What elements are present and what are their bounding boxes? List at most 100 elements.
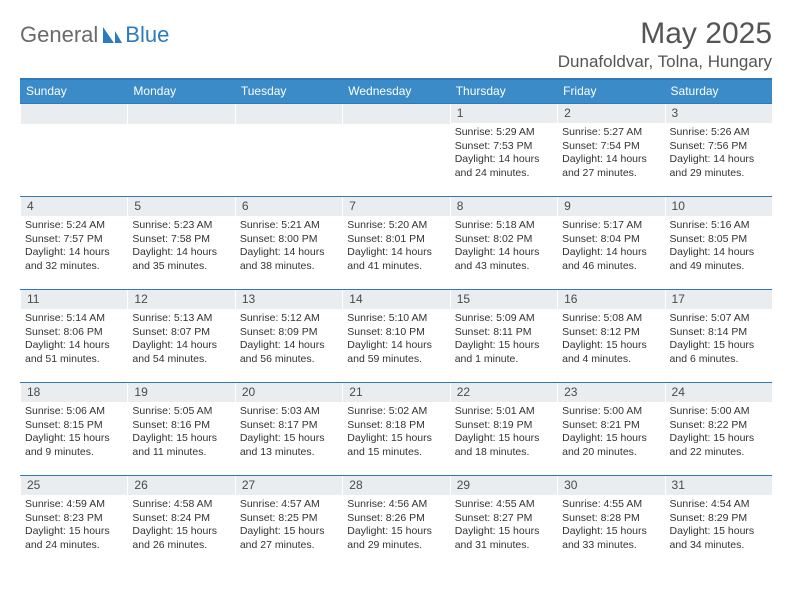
day-number [21, 104, 127, 124]
daylight-line: Daylight: 14 hours and 41 minutes. [347, 246, 445, 273]
day-number: 8 [451, 197, 557, 217]
sunset-line: Sunset: 8:01 PM [347, 233, 445, 247]
day-cell: 31Sunrise: 4:54 AMSunset: 8:29 PMDayligh… [665, 476, 772, 568]
sunset-line: Sunset: 8:27 PM [455, 512, 553, 526]
day-cell: 30Sunrise: 4:55 AMSunset: 8:28 PMDayligh… [557, 476, 664, 568]
daylight-line: Daylight: 14 hours and 54 minutes. [132, 339, 230, 366]
brand-part1: General [20, 22, 98, 48]
daylight-line: Daylight: 15 hours and 20 minutes. [562, 432, 660, 459]
daylight-line: Daylight: 14 hours and 56 minutes. [240, 339, 338, 366]
sunrise-line: Sunrise: 5:10 AM [347, 312, 445, 326]
day-cell: 19Sunrise: 5:05 AMSunset: 8:16 PMDayligh… [127, 383, 234, 475]
sunset-line: Sunset: 7:53 PM [455, 140, 553, 154]
daylight-line: Daylight: 15 hours and 11 minutes. [132, 432, 230, 459]
day-number: 23 [558, 383, 664, 403]
sail-icon [101, 25, 123, 45]
day-cell: 10Sunrise: 5:16 AMSunset: 8:05 PMDayligh… [665, 197, 772, 289]
location: Dunafoldvar, Tolna, Hungary [558, 52, 772, 72]
sunset-line: Sunset: 8:24 PM [132, 512, 230, 526]
sunrise-line: Sunrise: 4:58 AM [132, 498, 230, 512]
day-cell: 25Sunrise: 4:59 AMSunset: 8:23 PMDayligh… [20, 476, 127, 568]
sunrise-line: Sunrise: 5:23 AM [132, 219, 230, 233]
day-number: 30 [558, 476, 664, 496]
sunrise-line: Sunrise: 5:08 AM [562, 312, 660, 326]
day-number: 11 [21, 290, 127, 310]
sunset-line: Sunset: 7:58 PM [132, 233, 230, 247]
daylight-line: Daylight: 15 hours and 27 minutes. [240, 525, 338, 552]
day-number: 25 [21, 476, 127, 496]
sunset-line: Sunset: 8:16 PM [132, 419, 230, 433]
sunrise-line: Sunrise: 4:57 AM [240, 498, 338, 512]
sunset-line: Sunset: 8:18 PM [347, 419, 445, 433]
daylight-line: Daylight: 14 hours and 59 minutes. [347, 339, 445, 366]
day-number: 4 [21, 197, 127, 217]
daylight-line: Daylight: 14 hours and 29 minutes. [670, 153, 768, 180]
sunrise-line: Sunrise: 5:29 AM [455, 126, 553, 140]
day-number: 2 [558, 104, 664, 124]
sunrise-line: Sunrise: 5:27 AM [562, 126, 660, 140]
dow-header: Monday [127, 80, 234, 103]
day-cell: 20 Sunrise: 5:03 AMSunset: 8:17 PMDayligh… [235, 383, 342, 475]
sunset-line: Sunset: 7:56 PM [670, 140, 768, 154]
sunrise-line: Sunrise: 5:06 AM [25, 405, 123, 419]
sunrise-line: Sunrise: 5:24 AM [25, 219, 123, 233]
daylight-line: Daylight: 15 hours and 15 minutes. [347, 432, 445, 459]
sunrise-line: Sunrise: 5:14 AM [25, 312, 123, 326]
day-number: 18 [21, 383, 127, 403]
day-cell: 6Sunrise: 5:21 AMSunset: 8:00 PMDaylight… [235, 197, 342, 289]
sunset-line: Sunset: 8:11 PM [455, 326, 553, 340]
sunrise-line: Sunrise: 5:17 AM [562, 219, 660, 233]
daylight-line: Daylight: 15 hours and 13 minutes. [240, 432, 338, 459]
day-cell: 3Sunrise: 5:26 AMSunset: 7:56 PMDaylight… [665, 104, 772, 196]
day-number: 28 [343, 476, 449, 496]
daylight-line: Daylight: 14 hours and 32 minutes. [25, 246, 123, 273]
week-row: 4Sunrise: 5:24 AMSunset: 7:57 PMDaylight… [20, 196, 772, 289]
sunrise-line: Sunrise: 4:55 AM [562, 498, 660, 512]
sunrise-line: Sunrise: 5:03 AM [240, 405, 338, 419]
day-cell: 14Sunrise: 5:10 AMSunset: 8:10 PMDayligh… [342, 290, 449, 382]
day-cell [127, 104, 234, 196]
day-cell: 5Sunrise: 5:23 AMSunset: 7:58 PMDaylight… [127, 197, 234, 289]
sunset-line: Sunset: 8:00 PM [240, 233, 338, 247]
day-number: 15 [451, 290, 557, 310]
day-cell: 23Sunrise: 5:00 AMSunset: 8:21 PMDayligh… [557, 383, 664, 475]
week-row: 18 Sunrise: 5:06 AMSunset: 8:15 PM Dayligh… [20, 382, 772, 475]
sunset-line: Sunset: 7:57 PM [25, 233, 123, 247]
sunset-line: Sunset: 8:17 PM [240, 419, 338, 433]
sunrise-line: Sunrise: 5:26 AM [670, 126, 768, 140]
day-cell: 24Sunrise: 5:00 AMSunset: 8:22 PMDayligh… [665, 383, 772, 475]
sunrise-line: Sunrise: 5:18 AM [455, 219, 553, 233]
day-cell: 17Sunrise: 5:07 AMSunset: 8:14 PMDayligh… [665, 290, 772, 382]
day-cell: 16Sunrise: 5:08 AMSunset: 8:12 PMDayligh… [557, 290, 664, 382]
day-number: 14 [343, 290, 449, 310]
day-number: 21 [343, 383, 449, 403]
day-cell: 15Sunrise: 5:09 AMSunset: 8:11 PMDayligh… [450, 290, 557, 382]
dow-header: Sunday [20, 80, 127, 103]
weeks-container: 1Sunrise: 5:29 AMSunset: 7:53 PMDaylight… [20, 103, 772, 568]
daylight-line: Daylight: 15 hours and 18 minutes. [455, 432, 553, 459]
sunset-line: Sunset: 8:09 PM [240, 326, 338, 340]
sunset-line: Sunset: 8:02 PM [455, 233, 553, 247]
day-number: 20 [236, 383, 342, 403]
week-row: 11 Sunrise: 5:14 AMSunset: 8:06 PM Dayligh… [20, 289, 772, 382]
sunset-line: Sunset: 8:15 PM [25, 419, 123, 433]
day-number: 6 [236, 197, 342, 217]
week-row: 25Sunrise: 4:59 AMSunset: 8:23 PMDayligh… [20, 475, 772, 568]
sunrise-line: Sunrise: 4:55 AM [455, 498, 553, 512]
day-number: 10 [666, 197, 772, 217]
daylight-line: Daylight: 15 hours and 29 minutes. [347, 525, 445, 552]
day-cell: 8Sunrise: 5:18 AMSunset: 8:02 PMDaylight… [450, 197, 557, 289]
day-number: 31 [666, 476, 772, 496]
sunset-line: Sunset: 8:14 PM [670, 326, 768, 340]
sunset-line: Sunset: 8:06 PM [25, 326, 123, 340]
sunrise-line: Sunrise: 5:20 AM [347, 219, 445, 233]
week-row: 1Sunrise: 5:29 AMSunset: 7:53 PMDaylight… [20, 103, 772, 196]
day-number: 16 [558, 290, 664, 310]
day-cell [235, 104, 342, 196]
sunset-line: Sunset: 8:19 PM [455, 419, 553, 433]
sunrise-line: Sunrise: 5:05 AM [132, 405, 230, 419]
dow-header: Friday [557, 80, 664, 103]
sunrise-line: Sunrise: 4:56 AM [347, 498, 445, 512]
day-cell: 26Sunrise: 4:58 AMSunset: 8:24 PMDayligh… [127, 476, 234, 568]
sunset-line: Sunset: 8:29 PM [670, 512, 768, 526]
